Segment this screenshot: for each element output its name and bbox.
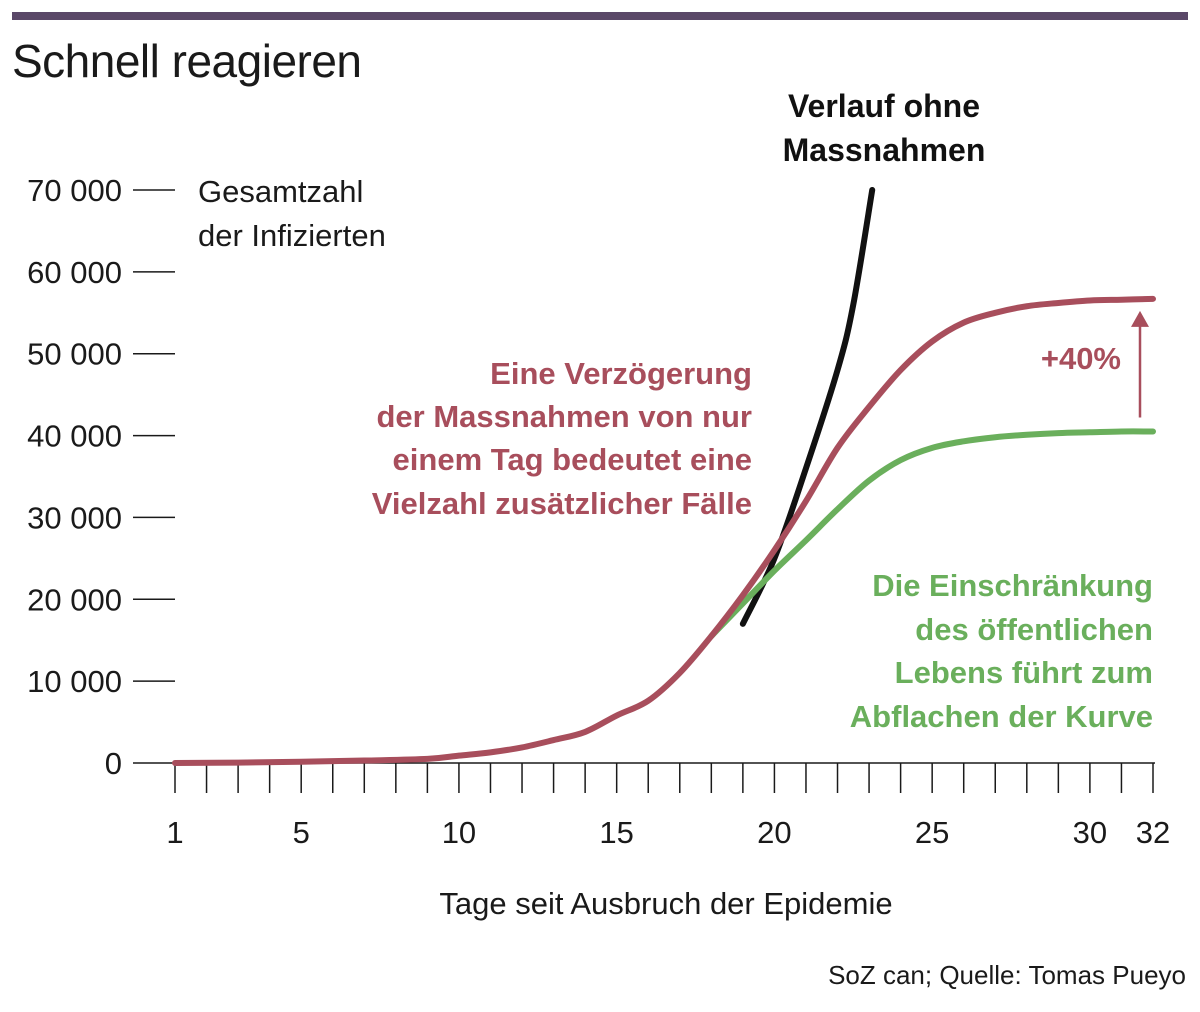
- series-lines: [172, 187, 1156, 766]
- y-axis-label-line1: Gesamtzahl: [198, 174, 363, 209]
- series-line-no-measures: [739, 187, 876, 627]
- y-tick-label: 0: [105, 746, 122, 781]
- y-axis: 0 10 000 20 000 30 000 40 000 50 000 60 000 70 …: [27, 173, 175, 781]
- red-annotation-line: der Massnahmen von nur: [376, 399, 752, 434]
- y-tick-label: 50 000: [27, 337, 122, 372]
- x-tick-label: 10: [442, 815, 476, 850]
- x-axis-label: Tage seit Ausbruch der Epidemie: [439, 886, 892, 921]
- x-axis: 1 5 10 15 20 25 30 32: [133, 762, 1170, 850]
- x-tick-label: 5: [293, 815, 310, 850]
- green-annotation: Die Einschränkung des öffentlichen Leben…: [850, 568, 1153, 734]
- green-annotation-line: des öffentlichen: [915, 612, 1153, 647]
- red-annotation-line: Vielzahl zusätzlicher Fälle: [372, 486, 752, 521]
- top-accent-bar: [12, 12, 1188, 20]
- x-tick-label: 25: [915, 815, 949, 850]
- y-tick-label: 30 000: [27, 500, 122, 535]
- y-tick-label: 70 000: [27, 173, 122, 208]
- y-axis-label-line2: der Infizierten: [198, 218, 386, 253]
- difference-arrow-head: [1131, 310, 1149, 327]
- y-tick-label: 20 000: [27, 582, 122, 617]
- x-tick-label: 32: [1136, 815, 1170, 850]
- y-tick-label: 60 000: [27, 255, 122, 290]
- green-annotation-line: Abflachen der Kurve: [850, 699, 1153, 734]
- black-series-label-line1: Verlauf ohne: [788, 88, 980, 124]
- red-annotation-line: einem Tag bedeutet eine: [393, 442, 752, 477]
- x-tick-label: 30: [1073, 815, 1107, 850]
- x-tick-label: 15: [599, 815, 633, 850]
- difference-label: +40%: [1041, 341, 1121, 376]
- series-line-delayed-measures: [172, 295, 1156, 766]
- black-series-label-line2: Massnahmen: [783, 132, 986, 168]
- green-annotation-line: Die Einschränkung: [872, 568, 1153, 603]
- chart-title: Schnell reagieren: [12, 35, 362, 87]
- y-tick-label: 10 000: [27, 664, 122, 699]
- y-tick-label: 40 000: [27, 419, 122, 454]
- x-tick-label: 20: [757, 815, 791, 850]
- x-tick-label: 1: [166, 815, 183, 850]
- green-annotation-line: Lebens führt zum: [895, 655, 1153, 690]
- source-credit: SoZ can; Quelle: Tomas Pueyo: [828, 960, 1186, 990]
- difference-indicator: +40%: [1041, 310, 1149, 418]
- red-annotation: Eine Verzögerung der Massnahmen von nur …: [372, 356, 752, 521]
- series-line-restrictions: [708, 428, 1156, 640]
- red-annotation-line: Eine Verzögerung: [490, 356, 752, 391]
